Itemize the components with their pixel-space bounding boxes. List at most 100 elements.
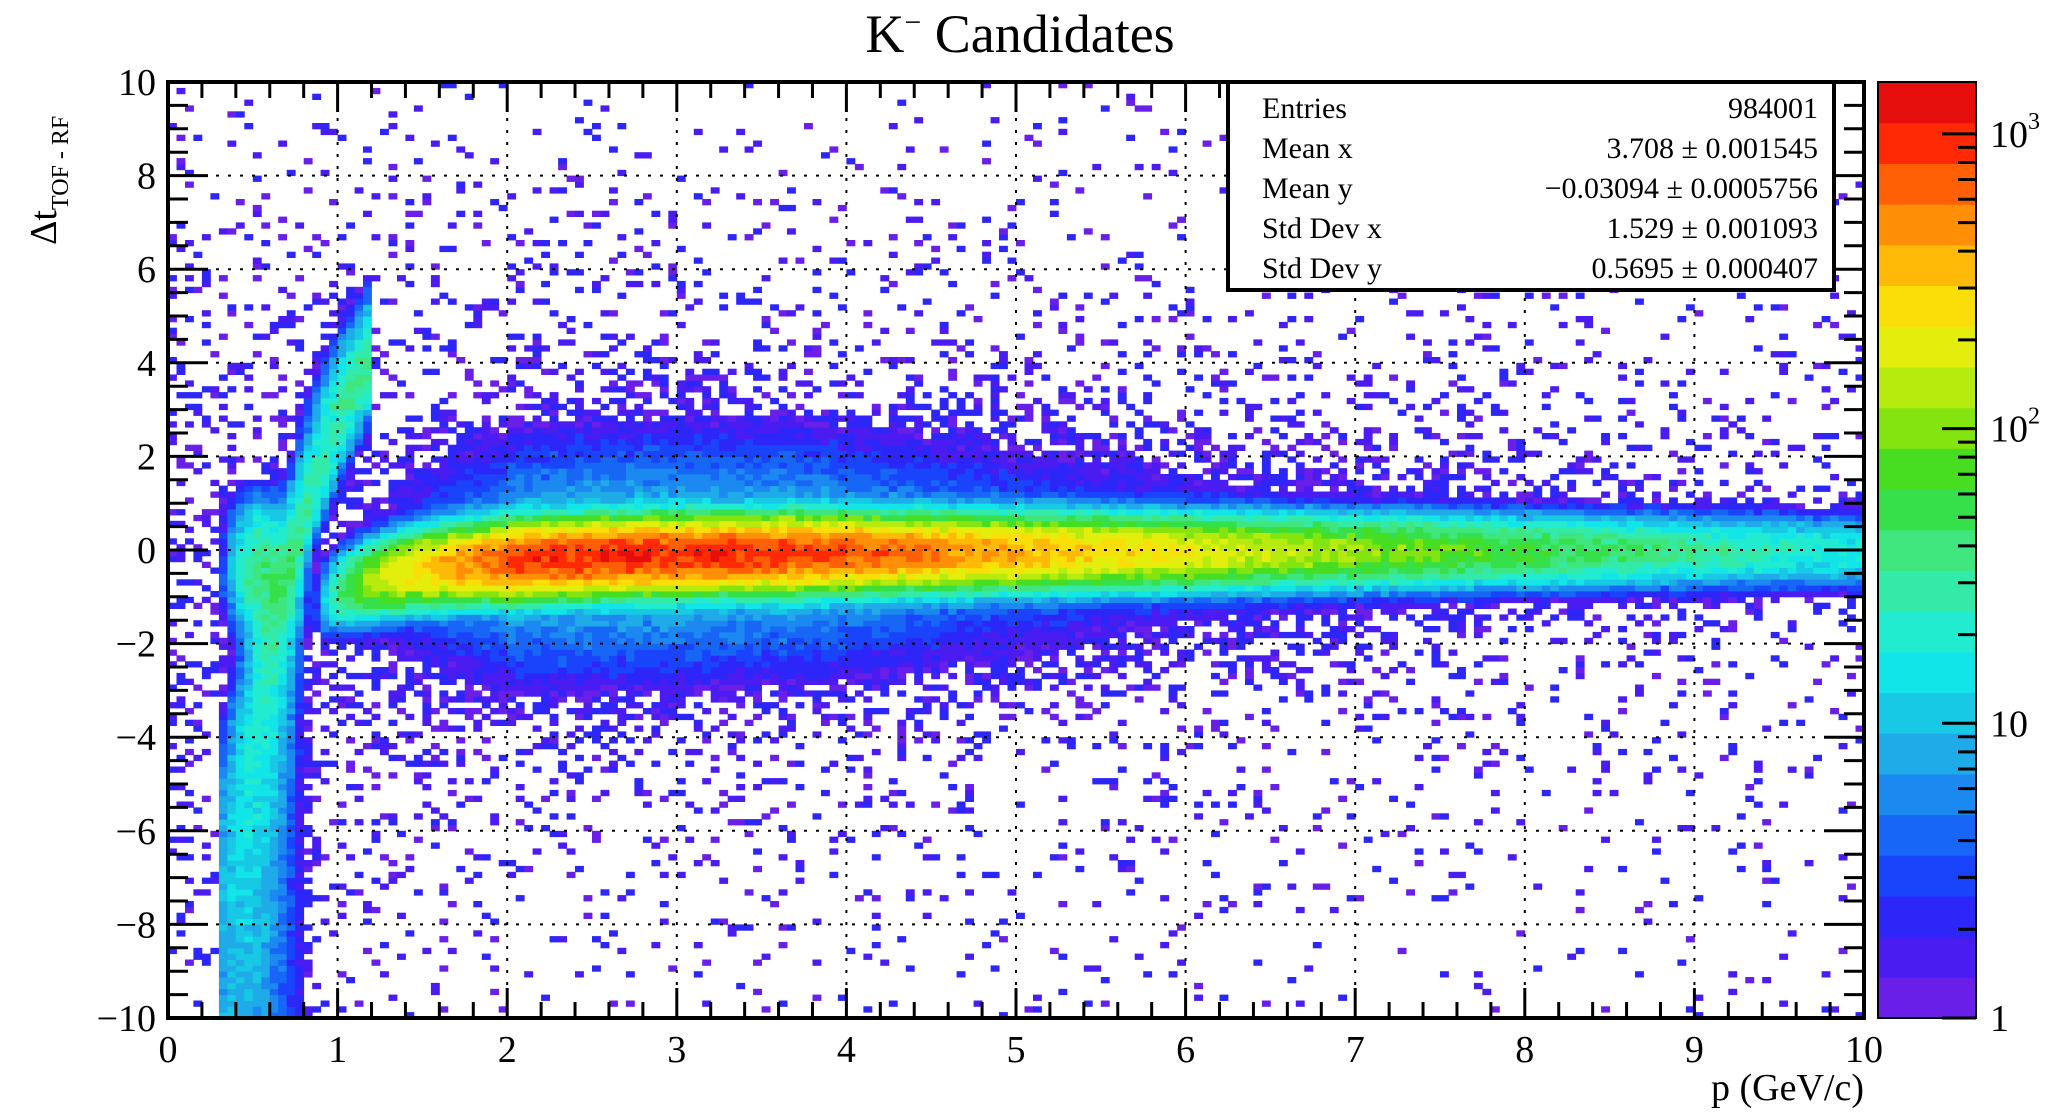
heatmap-cell (625, 544, 635, 551)
heatmap-cell (286, 906, 296, 914)
heatmap-cell (380, 883, 389, 890)
heatmap-cell (532, 661, 542, 668)
heatmap-cell (575, 678, 584, 685)
heatmap-cell (761, 661, 771, 668)
heatmap-cell (575, 503, 584, 510)
heatmap-cell (549, 532, 559, 539)
heatmap-cell (719, 550, 729, 557)
heatmap-cell (447, 678, 457, 685)
heatmap-cell (702, 427, 712, 434)
heatmap-cell (227, 509, 237, 516)
heatmap-cell (346, 567, 355, 574)
heatmap-cell (719, 380, 729, 387)
heatmap-cell (507, 497, 517, 504)
heatmap-cell (625, 672, 635, 680)
heatmap-cell (456, 626, 466, 633)
heatmap-cell (252, 649, 262, 656)
heatmap-cell (337, 409, 347, 416)
heatmap-cell (524, 514, 534, 522)
heatmap-cell (447, 485, 457, 492)
heatmap-cell (575, 655, 584, 662)
heatmap-cell (710, 520, 720, 528)
heatmap-cell (185, 497, 194, 504)
heatmap-cell (235, 977, 245, 984)
heatmap-cell (770, 643, 779, 650)
heatmap-cell (168, 286, 177, 294)
heatmap-cell (218, 503, 228, 510)
heatmap-cell (642, 152, 652, 159)
heatmap-cell (430, 585, 440, 592)
heatmap-cell (405, 620, 415, 627)
heatmap-cell (218, 906, 228, 914)
heatmap-cell (235, 889, 245, 896)
heatmap-cell (422, 947, 432, 955)
heatmap-cell (532, 550, 542, 557)
heatmap-cell (422, 567, 432, 574)
heatmap-cell (227, 901, 237, 908)
heatmap-cell (168, 275, 177, 282)
heatmap-cell (532, 672, 542, 680)
heatmap-cell (507, 690, 517, 697)
heatmap-cell (634, 199, 644, 206)
heatmap-cell (295, 819, 305, 826)
heatmap-cell (278, 696, 288, 703)
heatmap-cell (659, 386, 669, 393)
heatmap-cell (278, 936, 288, 943)
heatmap-cell (566, 591, 576, 598)
heatmap-cell (295, 491, 305, 498)
heatmap-cell (176, 158, 186, 165)
heatmap-cell (668, 708, 678, 715)
heatmap-cell (558, 438, 567, 446)
heatmap-cell (430, 427, 440, 434)
heatmap-cell (736, 567, 746, 574)
heatmap-cell (346, 438, 355, 446)
heatmap-cell (176, 596, 186, 604)
heatmap-cell (481, 462, 491, 469)
heatmap-cell (668, 567, 678, 574)
heatmap-cell (473, 538, 483, 545)
heatmap-cell (787, 672, 796, 680)
heatmap-cell (252, 784, 262, 791)
heatmap-cell (490, 392, 500, 399)
heatmap-cell (405, 672, 415, 680)
heatmap-cell (464, 649, 474, 656)
heatmap-cell (269, 690, 279, 697)
heatmap-cell (430, 825, 440, 832)
heatmap-cell (481, 509, 491, 516)
heatmap-cell (329, 550, 338, 557)
heatmap-cell (702, 269, 712, 276)
heatmap-cell (371, 532, 381, 539)
heatmap-cell (303, 895, 313, 902)
heatmap-cell (244, 678, 254, 685)
heatmap-cell (651, 520, 661, 528)
heatmap-cell (490, 719, 500, 726)
heatmap-cell (778, 386, 788, 393)
heatmap-cell (744, 661, 754, 668)
heatmap-cell (592, 661, 601, 668)
heatmap-cell (617, 667, 627, 674)
heatmap-cell (210, 392, 220, 399)
heatmap-cell (303, 754, 313, 762)
heatmap-cell (278, 719, 288, 726)
heatmap-cell (269, 555, 279, 563)
heatmap-cell (566, 661, 576, 668)
heatmap-cell (397, 754, 406, 762)
heatmap-cell (600, 719, 610, 726)
heatmap-cell (235, 503, 245, 510)
heatmap-cell (439, 415, 449, 422)
heatmap-cell (702, 450, 712, 457)
heatmap-cell (753, 649, 762, 656)
heatmap-cell (261, 754, 271, 762)
heatmap-cell (676, 614, 686, 621)
heatmap-cell (515, 631, 525, 639)
heatmap-cell (371, 877, 381, 884)
heatmap-cell (269, 321, 279, 329)
heatmap-cell (592, 514, 601, 522)
heatmap-cell (787, 362, 796, 370)
heatmap-cell (651, 438, 661, 446)
heatmap-cell (634, 579, 644, 586)
heatmap-cell (693, 438, 703, 446)
heatmap-cell (710, 626, 720, 633)
heatmap-cell (439, 596, 449, 604)
heatmap-cell (422, 503, 432, 510)
